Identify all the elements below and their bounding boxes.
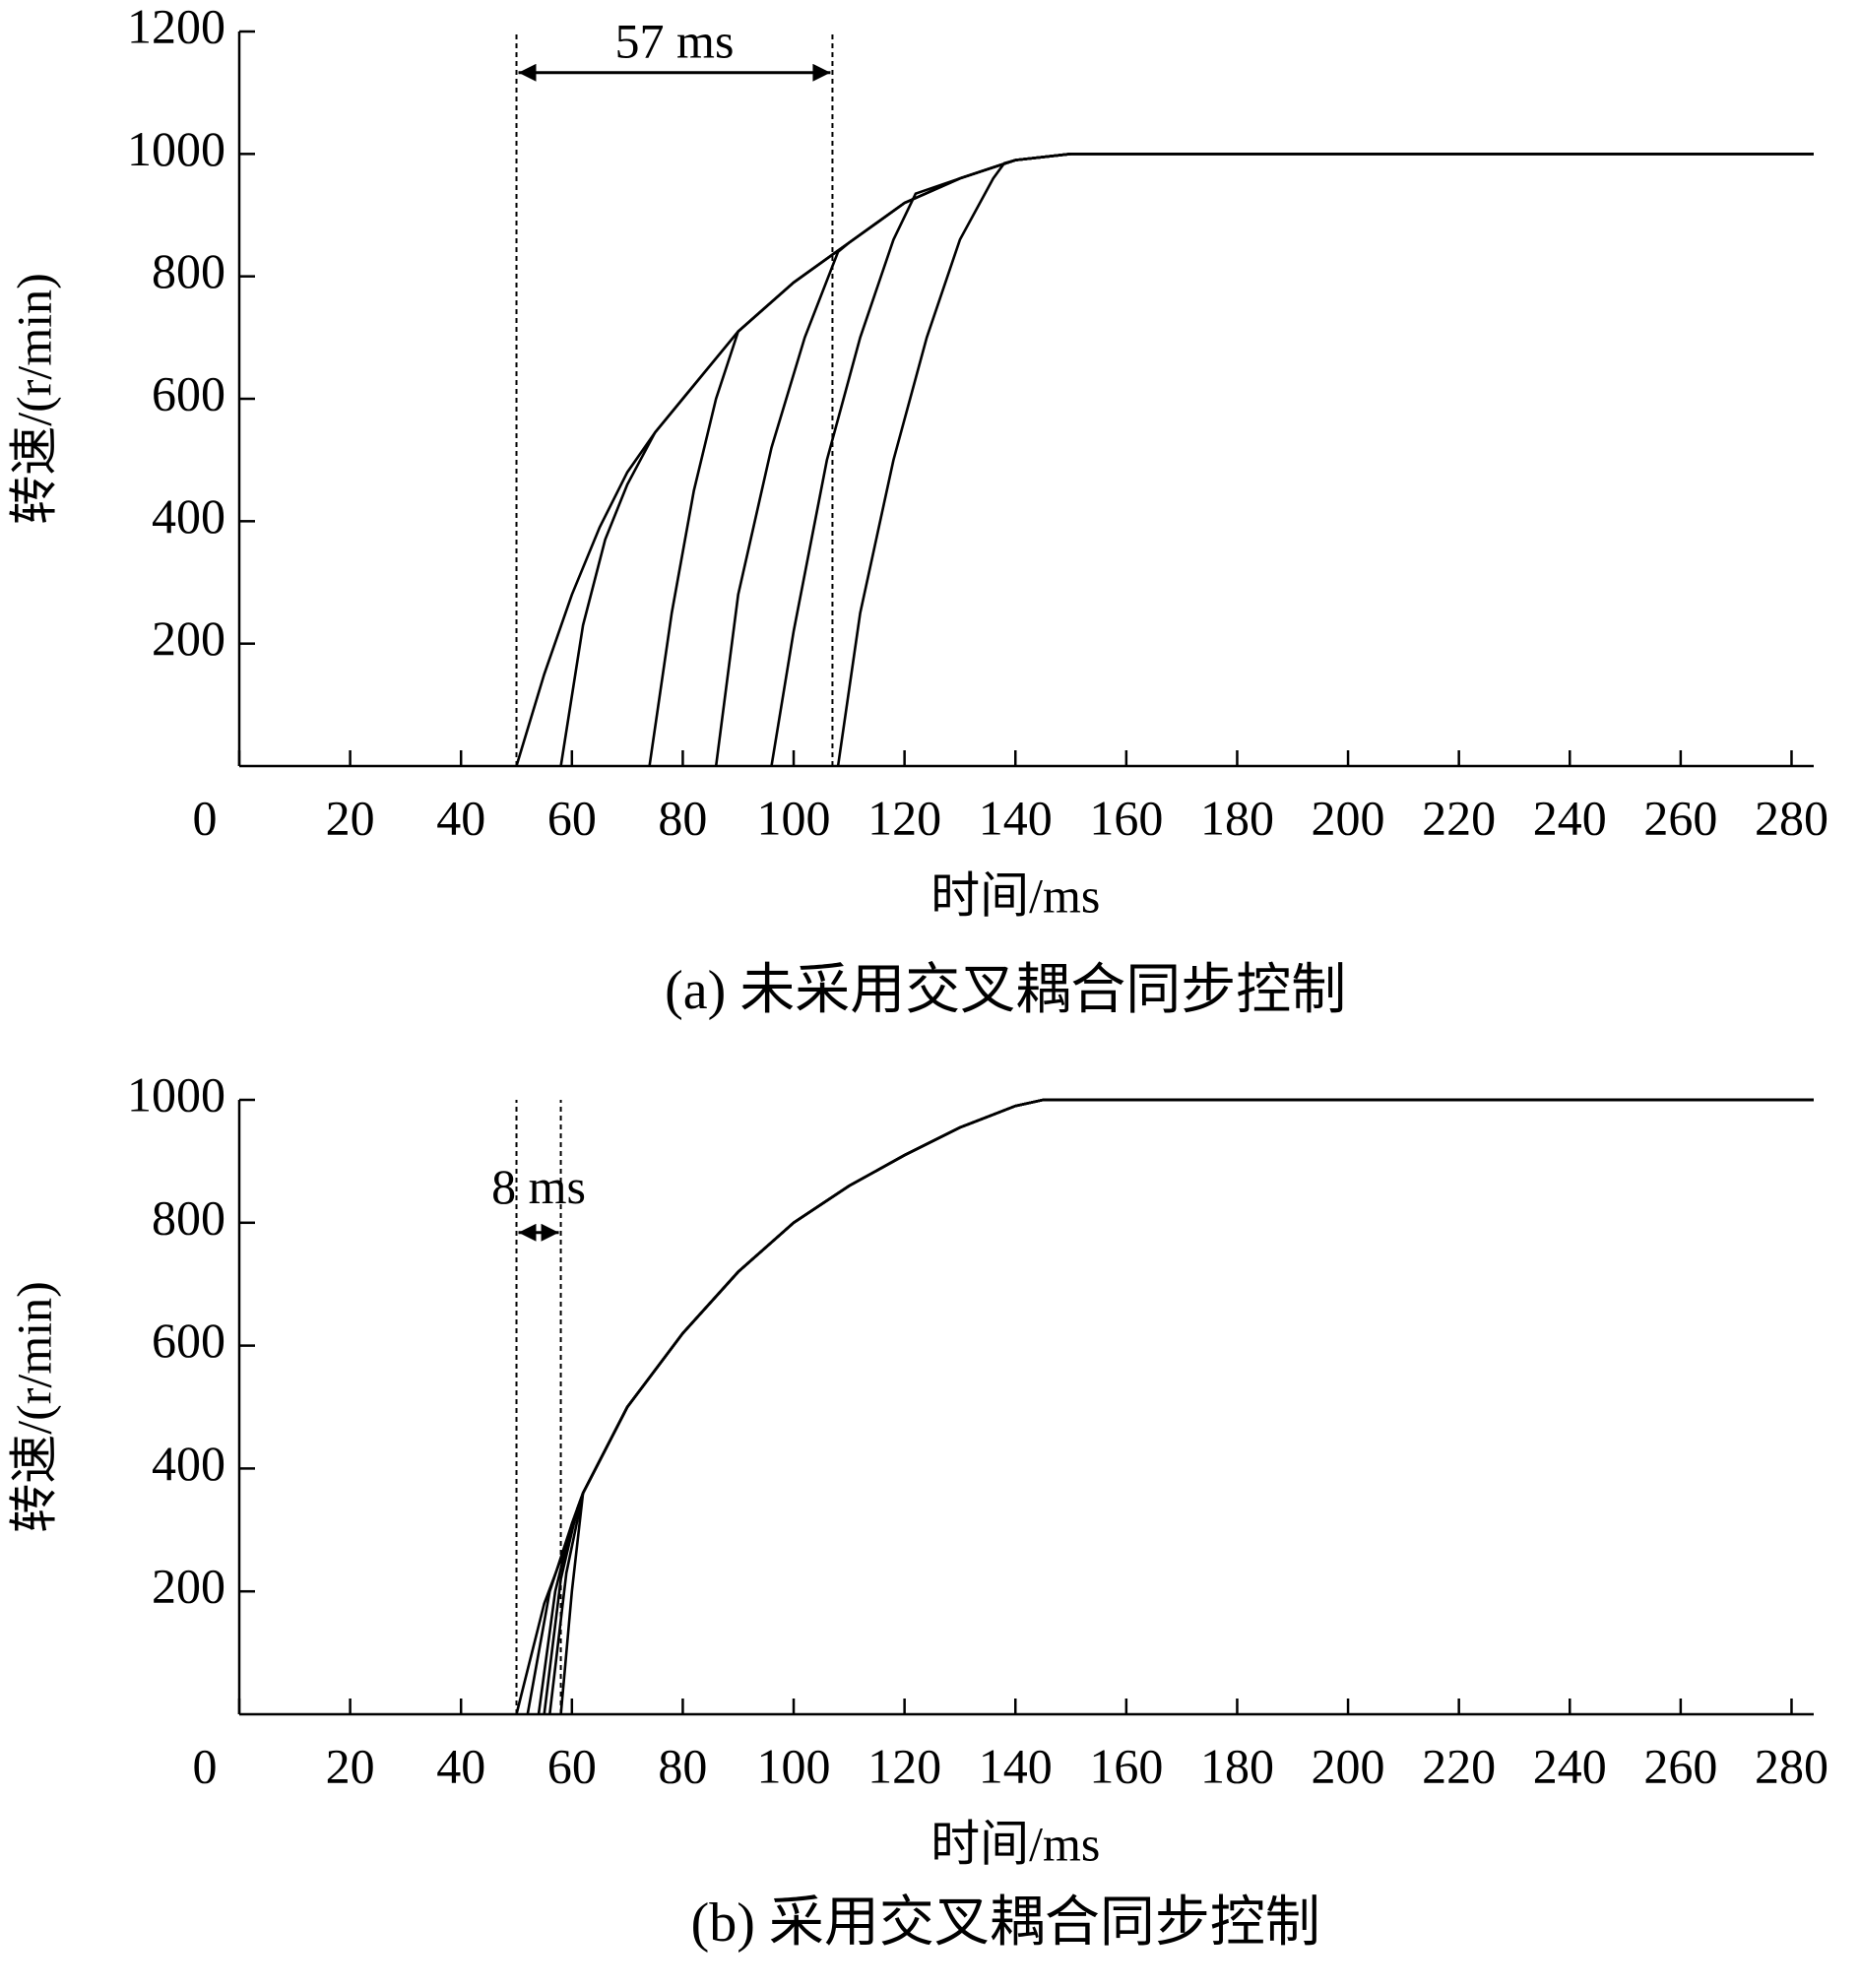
x-tick-label: 40 <box>436 1738 485 1793</box>
speed-curve <box>836 153 1814 767</box>
y-axis-label: 转速/(r/min) <box>6 273 61 525</box>
x-tick-label: 20 <box>326 1738 375 1793</box>
x-tick-label: 20 <box>326 790 375 845</box>
x-tick-label: 280 <box>1755 790 1828 845</box>
x-tick-label: 180 <box>1200 790 1274 845</box>
interval-label: 8 ms <box>491 1159 586 1214</box>
interval-label: 57 ms <box>615 13 735 68</box>
x-tick-label: 100 <box>757 790 831 845</box>
speed-curve <box>559 153 1814 767</box>
y-tick-label: 600 <box>152 365 225 420</box>
speed-curve <box>714 153 1814 767</box>
x-tick-label: 180 <box>1200 1738 1274 1793</box>
speed-curve <box>515 1098 1814 1715</box>
x-tick-label: 160 <box>1089 1738 1163 1793</box>
y-axis-label: 转速/(r/min) <box>6 1281 61 1533</box>
x-tick-label: 220 <box>1422 790 1496 845</box>
x-tick-label: 140 <box>979 790 1053 845</box>
x-tick-label: 140 <box>979 1738 1053 1793</box>
y-tick-label: 800 <box>152 1189 225 1245</box>
speed-curve <box>515 153 1814 767</box>
x-tick-label: 120 <box>867 790 941 845</box>
x-tick-label: 280 <box>1755 1738 1828 1793</box>
x-tick-label: 240 <box>1533 790 1607 845</box>
speed-curve <box>526 1098 1814 1715</box>
x-tick-label: 200 <box>1312 1738 1385 1793</box>
speed-curve <box>559 1098 1814 1715</box>
y-tick-label: 1000 <box>127 121 225 176</box>
x-tick-label: 260 <box>1643 1738 1717 1793</box>
x-tick-label: 0 <box>193 790 218 845</box>
x-tick-label: 60 <box>547 1738 597 1793</box>
y-tick-label: 200 <box>152 610 225 666</box>
caption: (b) 采用交叉耦合同步控制 <box>691 1892 1320 1954</box>
x-tick-label: 80 <box>658 790 707 845</box>
x-tick-label: 40 <box>436 790 485 845</box>
y-tick-label: 200 <box>152 1559 225 1614</box>
y-tick-label: 1000 <box>127 1066 225 1122</box>
x-axis-label: 时间/ms <box>930 1816 1100 1871</box>
speed-curve <box>548 1098 1814 1715</box>
x-tick-label: 220 <box>1422 1738 1496 1793</box>
speed-curve <box>537 1098 1814 1715</box>
x-tick-label: 60 <box>547 790 597 845</box>
x-tick-label: 100 <box>757 1738 831 1793</box>
y-tick-label: 400 <box>152 488 225 544</box>
x-axis-label: 时间/ms <box>930 867 1100 923</box>
y-tick-label: 600 <box>152 1313 225 1368</box>
x-tick-label: 160 <box>1089 790 1163 845</box>
x-tick-label: 240 <box>1533 1738 1607 1793</box>
y-tick-label: 800 <box>152 243 225 298</box>
y-tick-label: 1200 <box>127 0 225 53</box>
speed-curve <box>648 153 1814 767</box>
x-tick-label: 0 <box>193 1738 218 1793</box>
x-tick-label: 80 <box>658 1738 707 1793</box>
speed-curve <box>543 1098 1814 1715</box>
y-tick-label: 400 <box>152 1436 225 1491</box>
speed-curve <box>770 153 1814 767</box>
caption: (a) 未采用交叉耦合同步控制 <box>665 960 1346 1021</box>
x-tick-label: 200 <box>1312 790 1385 845</box>
x-tick-label: 260 <box>1643 790 1717 845</box>
x-tick-label: 120 <box>867 1738 941 1793</box>
